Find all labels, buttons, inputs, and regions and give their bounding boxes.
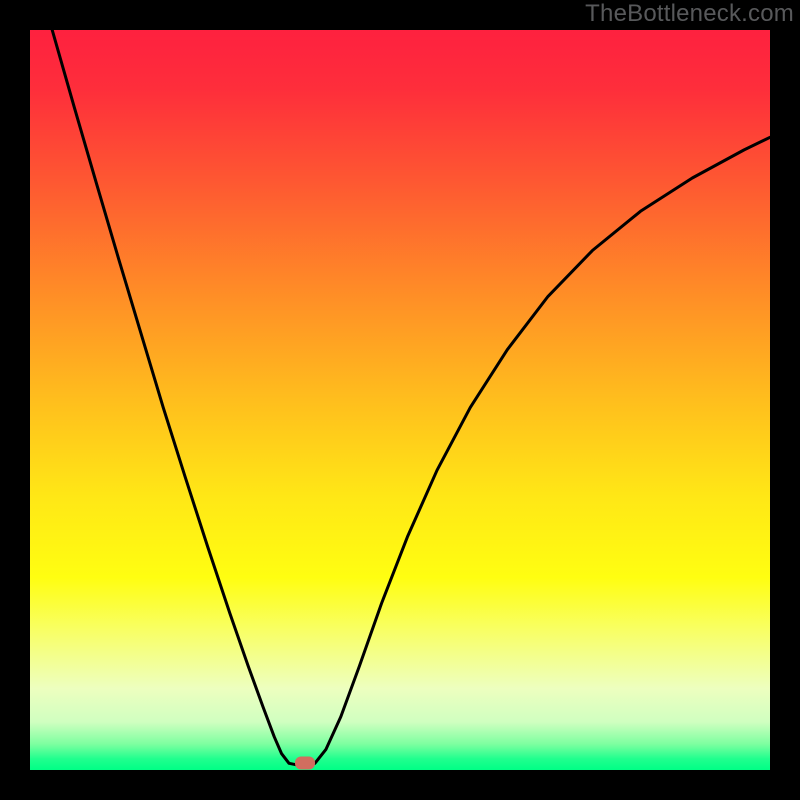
chart-frame: TheBottleneck.com (0, 0, 800, 800)
optimal-point-marker (295, 756, 315, 769)
plot-area (30, 30, 770, 770)
bottleneck-curve (30, 30, 770, 770)
watermark-text: TheBottleneck.com (585, 0, 794, 28)
